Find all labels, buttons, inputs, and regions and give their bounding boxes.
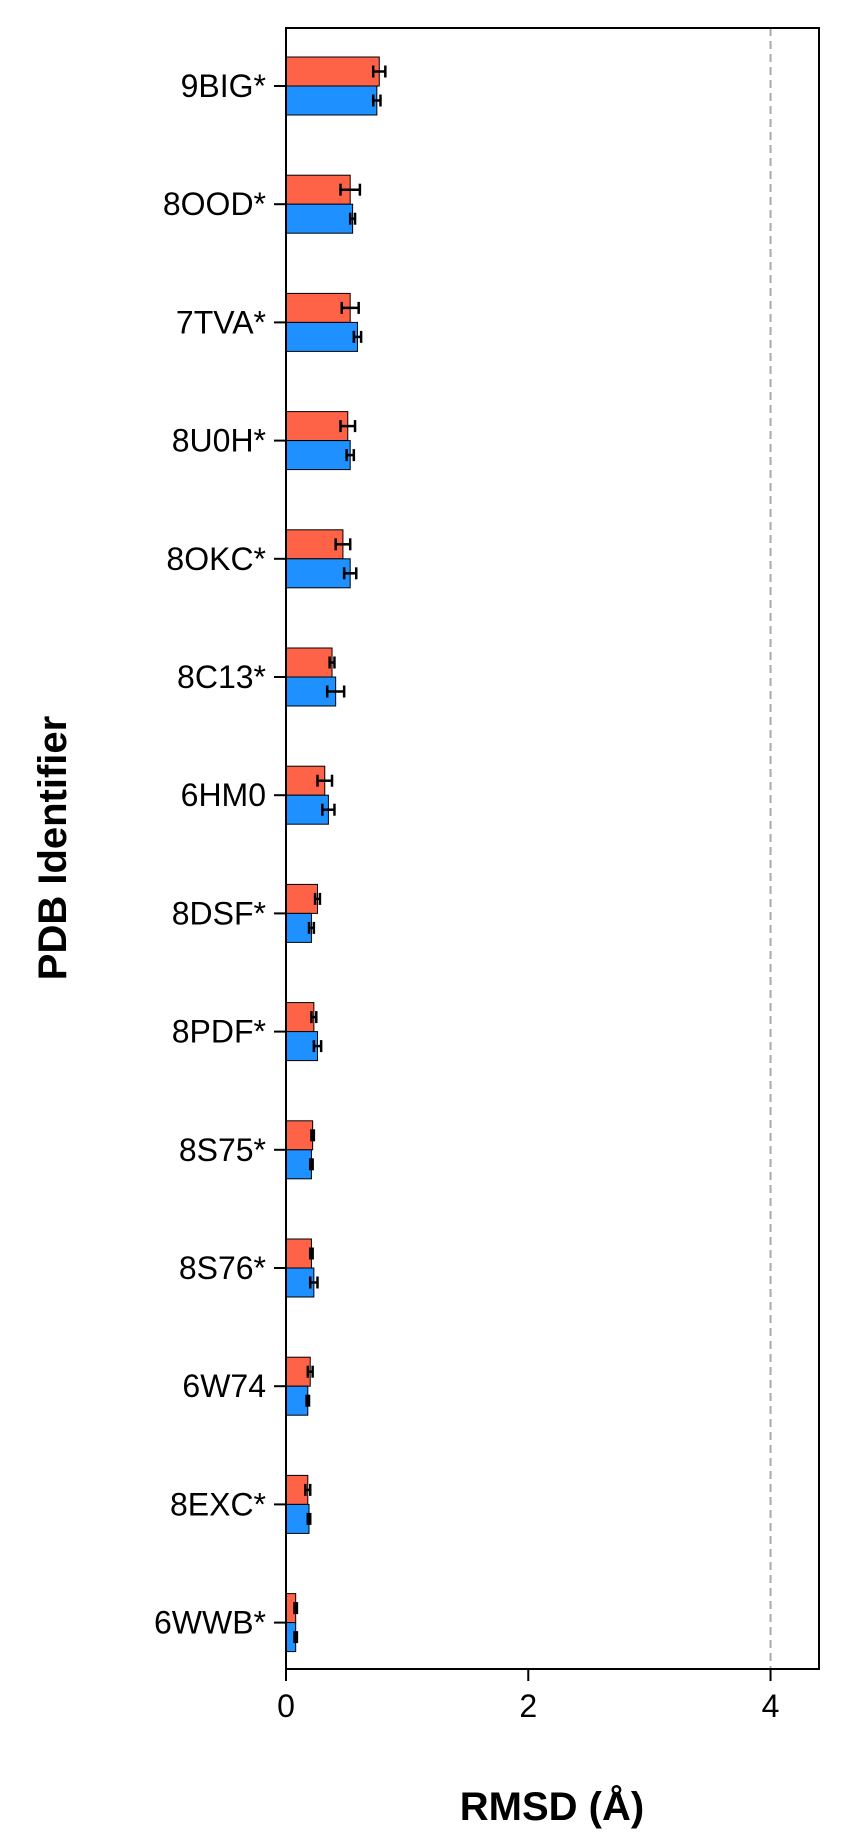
bar — [285, 1002, 315, 1033]
y-tick-label: 6WWB* — [154, 1605, 266, 1641]
bar — [285, 440, 351, 471]
bar — [285, 1238, 312, 1269]
ticks-layer: 9BIG* 8OOD* 7TVA* 8U0H* 8OKC* 8C13* 6HM0 8DSF* 8… — [154, 68, 779, 1724]
bar — [285, 529, 344, 560]
x-tick-label: 2 — [519, 1688, 537, 1724]
y-tick-label: 8C13* — [177, 659, 266, 695]
x-tick-label: 4 — [762, 1688, 780, 1724]
y-tick-label: 8DSF* — [172, 895, 266, 931]
y-tick-label: 8OOD* — [163, 186, 266, 222]
x-axis-title: RMSD (Å) — [460, 1784, 644, 1829]
x-tick-label: 0 — [277, 1688, 295, 1724]
bar — [285, 912, 312, 943]
y-tick-label: 8U0H* — [172, 423, 266, 459]
bars-layer — [285, 28, 772, 1669]
y-tick-label: 6HM0 — [181, 777, 266, 813]
bar — [285, 1120, 314, 1151]
y-tick-label: 8OKC* — [166, 541, 266, 577]
bar — [285, 321, 358, 352]
y-tick-label: 8EXC* — [170, 1486, 266, 1522]
bar — [285, 1149, 312, 1180]
y-tick-label: 8S76* — [179, 1250, 266, 1286]
bar — [285, 1503, 310, 1534]
bar — [285, 647, 333, 678]
y-tick-label: 8PDF* — [172, 1014, 266, 1050]
bar — [285, 203, 354, 234]
plot-frame — [285, 27, 820, 1670]
bar — [285, 1385, 309, 1416]
y-tick-label: 8S75* — [179, 1132, 266, 1168]
y-tick-label: 7TVA* — [176, 304, 266, 340]
y-axis-title: PDB Identifier — [31, 716, 75, 980]
y-tick-label: 9BIG* — [181, 68, 266, 104]
bar — [285, 883, 318, 914]
bar — [285, 85, 378, 116]
bar — [285, 411, 349, 442]
bar — [285, 558, 351, 589]
y-tick-label: 6W74 — [182, 1368, 266, 1404]
bar — [285, 56, 380, 87]
